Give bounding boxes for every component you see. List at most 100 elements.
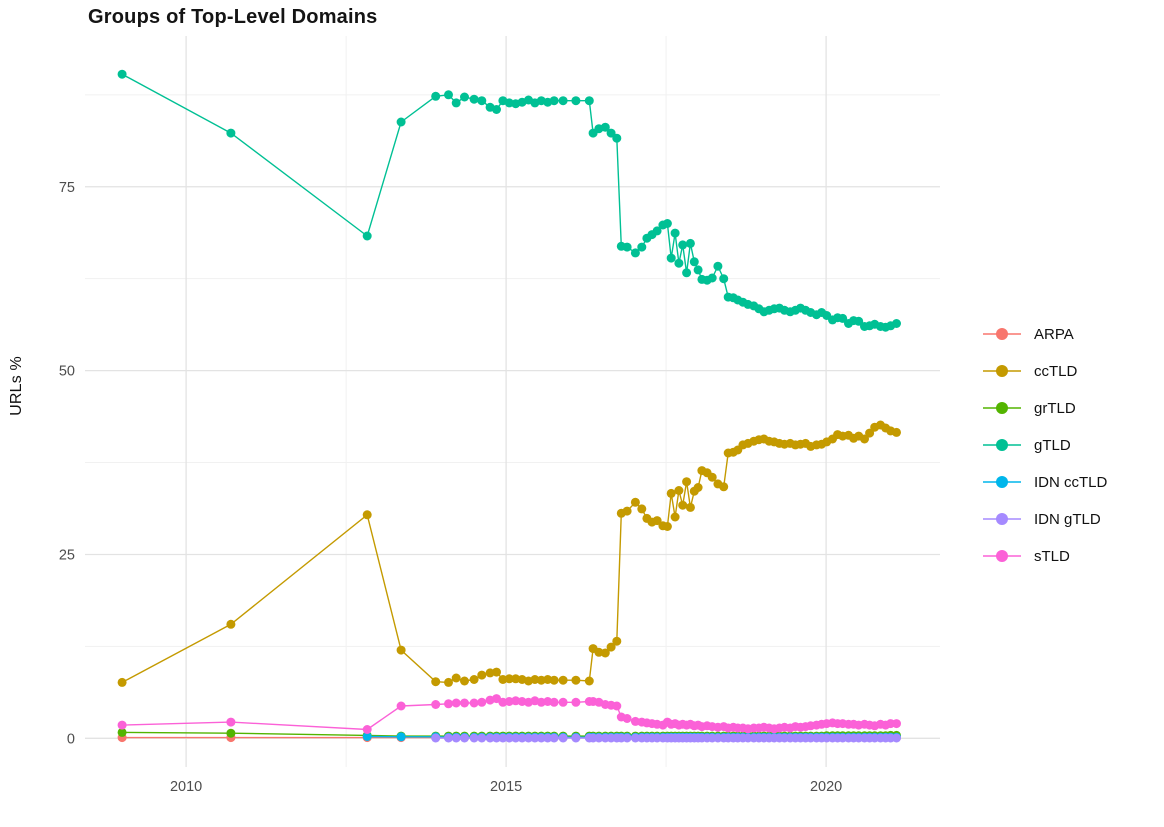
series-idn-gtld-point	[431, 733, 441, 743]
series-gtld-point	[682, 268, 692, 278]
series-gtld-point	[226, 128, 236, 138]
series-gtld-point	[652, 226, 662, 236]
series-cctld-point	[860, 434, 869, 444]
series-gtld-point	[444, 90, 453, 100]
series-gtld-point	[600, 122, 610, 132]
series-stld-point	[549, 697, 559, 707]
series-idn-gtld-point	[558, 733, 568, 743]
series-idn-gtld-point	[498, 733, 508, 743]
series-idn-gtld-point	[524, 733, 533, 743]
series-idn-gtld-point	[594, 733, 604, 743]
series-cctld-point	[584, 676, 594, 686]
series-idn-gtld-point	[622, 733, 632, 743]
legend-item-gtld: gTLD	[983, 433, 1107, 457]
series-idn-gtld-point	[549, 733, 559, 743]
series-gtld-point	[396, 117, 406, 127]
series-grtld-point	[117, 727, 127, 737]
series-cctld-point	[719, 482, 729, 492]
series-cctld-point	[682, 477, 692, 487]
legend-item-grtld: grTLD	[983, 396, 1107, 420]
series-gtld-point	[678, 240, 688, 250]
series-cctld-point	[477, 670, 487, 680]
series-cctld-point	[666, 488, 676, 498]
series-idn-gtld-point	[517, 733, 527, 743]
series-cctld-point	[549, 675, 559, 685]
legend-key-icon	[983, 359, 1021, 383]
series-idn-cctld-point	[362, 732, 372, 741]
series-gtld-point	[685, 238, 695, 248]
series-cctld-point	[431, 677, 441, 687]
series-cctld-point	[630, 497, 640, 507]
series-grtld-point	[226, 728, 236, 738]
series-gtld-point	[431, 91, 441, 101]
series-gtld-point	[892, 319, 901, 328]
series-cctld-point	[678, 500, 688, 510]
series-cctld-point	[460, 676, 469, 686]
series-gtld-point	[558, 96, 568, 106]
legend-key-icon	[983, 322, 1021, 346]
series-stld-point	[622, 714, 632, 723]
legend-label: ARPA	[1034, 325, 1074, 343]
series-stld-point	[444, 699, 453, 709]
series-cctld-point	[558, 675, 568, 685]
legend-key-icon	[983, 507, 1021, 531]
legend-label: sTLD	[1034, 547, 1070, 565]
series-idn-gtld-point	[469, 733, 479, 743]
series-gtld-point	[713, 261, 723, 271]
series-gtld-point	[707, 273, 717, 283]
y-axis-tick-label: 75	[59, 180, 75, 196]
series-idn-gtld-point	[460, 733, 469, 743]
series-stld-point	[558, 697, 568, 707]
series-cctld-point	[504, 674, 514, 684]
series-gtld-point	[693, 265, 703, 275]
series-gtld-point	[451, 98, 461, 108]
series-stld-point	[362, 725, 372, 734]
series-gtld-point	[637, 242, 647, 252]
series-stld-point	[469, 698, 479, 708]
series-gtld-point	[117, 69, 127, 79]
series-stld-point	[451, 698, 461, 708]
series-stld-point	[396, 701, 406, 711]
series-stld-point	[117, 720, 127, 730]
series-idn-gtld-point	[511, 733, 521, 743]
series-gtld-point	[630, 248, 640, 258]
legend-item-idn-gtld: IDN gTLD	[983, 507, 1107, 531]
series-idn-gtld-point	[892, 733, 901, 743]
series-idn-cctld-point	[396, 732, 406, 742]
series-gtld-point	[477, 96, 487, 106]
series-stld-point	[431, 700, 441, 709]
series-cctld-point	[693, 483, 703, 492]
y-axis-tick-label: 25	[59, 547, 75, 563]
series-cctld-point	[362, 510, 372, 520]
x-axis-tick-label: 2015	[490, 779, 522, 795]
series-gtld-point	[460, 92, 469, 102]
series-gtld-point	[674, 258, 684, 268]
legend-label: grTLD	[1034, 399, 1076, 417]
series-cctld-point	[117, 677, 127, 687]
series-cctld-point	[637, 504, 647, 514]
legend-label: IDN gTLD	[1034, 510, 1101, 528]
series-cctld-point	[600, 648, 610, 658]
series-gtld-point	[362, 231, 372, 241]
series-gtld-point	[584, 96, 594, 106]
series-cctld-point	[685, 502, 695, 512]
chart-title: Groups of Top-Level Domains	[88, 6, 378, 28]
legend-label: gTLD	[1034, 436, 1071, 454]
series-gtld-point	[612, 133, 622, 143]
series-gtld-point	[689, 257, 699, 267]
series-cctld-line	[121, 424, 897, 684]
series-cctld-point	[226, 619, 236, 629]
series-gtld-point	[719, 274, 729, 284]
series-cctld-point	[865, 428, 875, 438]
series-cctld-point	[612, 636, 622, 646]
legend: ARPA ccTLD grTLD gTLD IDN ccTLD IDN gTLD sTLD	[983, 322, 1107, 568]
series-idn-gtld-point	[444, 733, 453, 743]
series-cctld-point	[444, 677, 453, 687]
legend-key-icon	[983, 433, 1021, 457]
series-idn-gtld-point	[530, 733, 540, 743]
legend-label: ccTLD	[1034, 362, 1078, 380]
series-idn-gtld-point	[451, 733, 461, 743]
series-gtld-line	[121, 73, 897, 328]
y-axis-tick-label: 50	[59, 364, 75, 380]
